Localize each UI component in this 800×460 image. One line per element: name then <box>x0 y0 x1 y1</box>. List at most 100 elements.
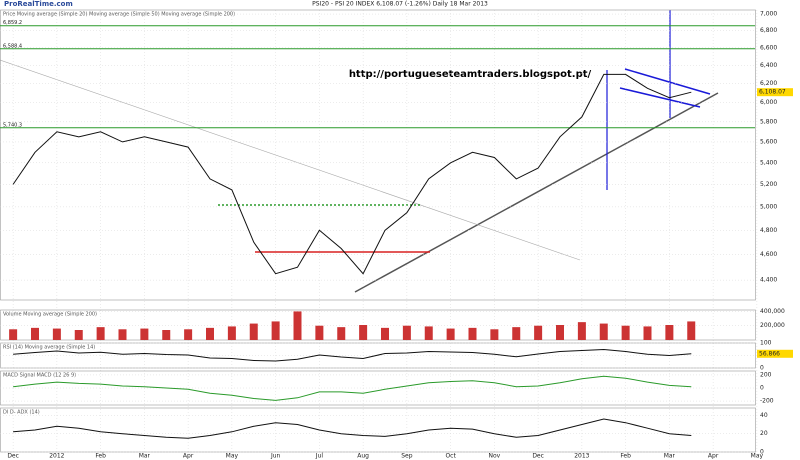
bar <box>52 328 61 340</box>
channel-line <box>624 68 711 95</box>
y-tick-label: 6,000 <box>760 99 777 106</box>
level-label: 6,859.2 <box>3 20 22 26</box>
y-tick-label: 5,200 <box>760 181 777 188</box>
channel-line <box>619 87 701 108</box>
y-tick-label: 400,000 <box>760 308 785 315</box>
trend-line <box>354 92 719 293</box>
y-tick-label: 4,800 <box>760 227 777 234</box>
x-tick-label: Jul <box>315 453 324 460</box>
bar <box>249 323 258 340</box>
bar <box>271 321 280 340</box>
chart-title: PSI20 - PSI 20 INDEX 6,108.07 (-1.26%) D… <box>312 1 488 8</box>
series-line <box>12 73 692 275</box>
url: http://portugueseteamtraders.blogspot.pt… <box>349 69 592 80</box>
bar <box>31 327 39 340</box>
trend-line <box>0 59 581 261</box>
x-tick-label: May <box>751 453 764 460</box>
x-tick-label: 2013 <box>574 453 589 460</box>
y-tick-label: 5,600 <box>760 138 777 145</box>
bar <box>534 325 543 340</box>
bar <box>665 325 674 340</box>
x-tick-label: Dec <box>7 453 19 460</box>
bar <box>599 323 608 340</box>
last-value-label: 56.866 <box>759 350 780 357</box>
y-tick-label: 0 <box>760 365 764 372</box>
panel-title: Price Moving average (Simple 20) Moving … <box>3 12 235 18</box>
x-tick-label: Jun <box>270 453 281 460</box>
x-tick-label: 2012 <box>49 453 64 460</box>
y-tick-label: 40 <box>760 412 768 419</box>
brand: ProRealTime.com <box>4 0 73 8</box>
bar <box>227 326 236 340</box>
bar <box>74 330 83 340</box>
x-tick-label: Mar <box>139 453 151 460</box>
bar <box>381 327 389 340</box>
bar <box>424 326 433 340</box>
bar <box>315 325 324 340</box>
bar <box>337 327 346 340</box>
y-tick-label: 6,600 <box>760 44 777 51</box>
bar <box>118 329 127 340</box>
y-tick-label: 200,000 <box>760 322 785 329</box>
level-label: 5,740.3 <box>3 122 22 128</box>
bar <box>206 327 214 340</box>
bar <box>687 321 696 340</box>
panel-frame <box>0 309 756 341</box>
x-tick-label: Feb <box>620 453 631 460</box>
last-value-box <box>757 88 793 97</box>
x-tick-label: Feb <box>95 453 106 460</box>
x-tick-label: Aug <box>357 453 369 460</box>
series-line <box>13 348 692 362</box>
level-label: 6,588.4 <box>3 43 22 49</box>
x-tick-label: Mar <box>664 453 676 460</box>
y-tick-label: 4,600 <box>760 251 777 258</box>
bar <box>162 330 171 340</box>
y-tick-label: 0 <box>760 385 764 392</box>
series-line <box>13 375 692 401</box>
bar <box>359 325 368 340</box>
y-tick-label: 6,800 <box>760 27 777 34</box>
bar <box>577 322 586 340</box>
x-tick-label: Apr <box>183 453 194 460</box>
last-value-box <box>757 349 793 358</box>
y-tick-label: 5,800 <box>760 118 777 125</box>
y-tick-label: 4,400 <box>760 277 777 284</box>
bar <box>293 311 302 340</box>
panel-title: DI D- ADX (14) <box>3 410 40 416</box>
last-value-label: 6,108.07 <box>759 89 786 96</box>
x-tick-label: Dec <box>532 453 544 460</box>
bar <box>184 329 193 340</box>
bar <box>140 328 149 340</box>
bar <box>468 327 477 340</box>
y-tick-label: 6,400 <box>760 62 777 69</box>
x-tick-label: Sep <box>401 453 413 460</box>
y-tick-label: 100 <box>760 340 772 347</box>
y-tick-label: 0 <box>760 449 764 456</box>
bar <box>402 325 411 340</box>
bar <box>512 327 521 340</box>
x-tick-label: Nov <box>489 453 501 460</box>
bar <box>621 325 630 340</box>
y-tick-label: 20 <box>760 430 768 437</box>
series-line <box>13 418 692 439</box>
panel-title: MACD Signal MACD (12 26 9) <box>3 373 76 379</box>
y-tick-label: 5,400 <box>760 159 777 166</box>
x-tick-label: Apr <box>708 453 719 460</box>
x-tick-label: May <box>226 453 239 460</box>
bar <box>643 326 652 340</box>
x-tick-label: Oct <box>445 453 456 460</box>
y-tick-label: -200 <box>760 398 774 405</box>
y-tick-label: 5,000 <box>760 203 777 210</box>
panel-title: Volume Moving average (Simple 200) <box>3 312 97 318</box>
bar <box>9 329 18 340</box>
bar <box>96 327 105 340</box>
bar <box>446 328 455 340</box>
bar <box>490 329 499 340</box>
y-tick-label: 6,200 <box>760 80 777 87</box>
bar <box>556 325 564 340</box>
panel-frame <box>0 9 756 301</box>
panel-title: RSI (14) Moving average (Simple 14) <box>3 345 95 351</box>
y-tick-label: 200 <box>760 371 772 378</box>
